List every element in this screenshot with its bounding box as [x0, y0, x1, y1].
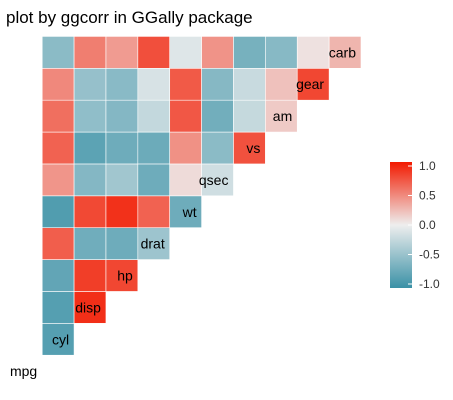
cell-carb-drat [169, 36, 202, 69]
legend-tick-label: -1.0 [419, 277, 440, 291]
cell-qsec-drat [169, 163, 202, 197]
cell-wt-hp [137, 195, 171, 229]
label-wt: wt [182, 204, 197, 220]
cell-carb-cyl [73, 36, 107, 69]
cell-wt-disp [105, 195, 139, 229]
cell-qsec-wt [201, 163, 234, 197]
label-hp: hp [117, 268, 133, 284]
cell-gear-drat [169, 68, 202, 101]
cell-drat-mpg [41, 227, 75, 260]
cell-am-qsec [233, 99, 266, 133]
label-vs: vs [246, 140, 260, 156]
chart-title: plot by ggcorr in GGally package [6, 8, 253, 27]
cell-wt-mpg [41, 195, 75, 229]
cell-carb-hp [137, 36, 171, 69]
cell-gear-wt [201, 68, 234, 101]
cell-wt-drat [169, 195, 202, 229]
cell-hp-disp [105, 259, 139, 292]
cell-am-disp [105, 99, 139, 133]
cell-carb-mpg [41, 36, 75, 69]
cell-carb-wt [201, 36, 234, 69]
cell-vs-qsec [233, 131, 266, 165]
cell-carb-gear [328, 36, 362, 69]
legend-tick-label: -0.5 [419, 248, 440, 262]
cell-drat-hp [137, 227, 171, 260]
label-am: am [273, 108, 292, 124]
legend-tick-label: 0.5 [419, 189, 436, 203]
cell-am-cyl [73, 99, 107, 133]
cell-gear-qsec [233, 68, 266, 101]
cell-am-mpg [41, 99, 75, 133]
cell-qsec-cyl [73, 163, 107, 197]
cell-gear-mpg [41, 68, 75, 101]
legend-color-bar [390, 162, 412, 288]
cell-vs-mpg [41, 131, 75, 165]
legend-ticks: 1.0 0.5 0.0 -0.5 -1.0 [408, 159, 440, 291]
legend: 1.0 0.5 0.0 -0.5 -1.0 [390, 159, 440, 291]
cell-gear-vs [265, 68, 298, 101]
cell-qsec-disp [105, 163, 139, 197]
cell-am-hp [137, 99, 171, 133]
cell-gear-hp [137, 68, 171, 101]
cell-hp-cyl [73, 259, 107, 292]
label-mpg: mpg [10, 363, 37, 379]
label-qsec: qsec [199, 172, 229, 188]
cell-vs-cyl [73, 131, 107, 165]
cell-am-vs [265, 99, 298, 133]
label-disp: disp [75, 299, 101, 315]
cell-carb-disp [105, 36, 139, 69]
cell-wt-cyl [73, 195, 107, 229]
cell-gear-cyl [73, 68, 107, 101]
cell-drat-disp [105, 227, 139, 260]
cell-cyl-mpg [41, 323, 75, 356]
cell-carb-vs [265, 36, 298, 69]
cell-carb-am [296, 36, 330, 69]
cell-gear-disp [105, 68, 139, 101]
legend-tick-label: 1.0 [419, 159, 436, 173]
cell-vs-drat [169, 131, 202, 165]
cell-vs-hp [137, 131, 171, 165]
heatmap-cells [41, 36, 362, 356]
label-gear: gear [296, 76, 324, 92]
cell-vs-disp [105, 131, 139, 165]
label-carb: carb [329, 44, 356, 60]
cell-carb-qsec [233, 36, 266, 69]
cell-gear-am [296, 68, 330, 101]
cell-vs-wt [201, 131, 234, 165]
label-drat: drat [141, 236, 165, 252]
cell-qsec-hp [137, 163, 171, 197]
label-cyl: cyl [52, 331, 69, 347]
legend-tick-label: 0.0 [419, 218, 436, 232]
cell-qsec-mpg [41, 163, 75, 197]
cell-hp-mpg [41, 259, 75, 292]
cell-disp-mpg [41, 291, 75, 324]
cell-am-wt [201, 99, 234, 133]
cell-am-drat [169, 99, 202, 133]
cell-drat-cyl [73, 227, 107, 260]
